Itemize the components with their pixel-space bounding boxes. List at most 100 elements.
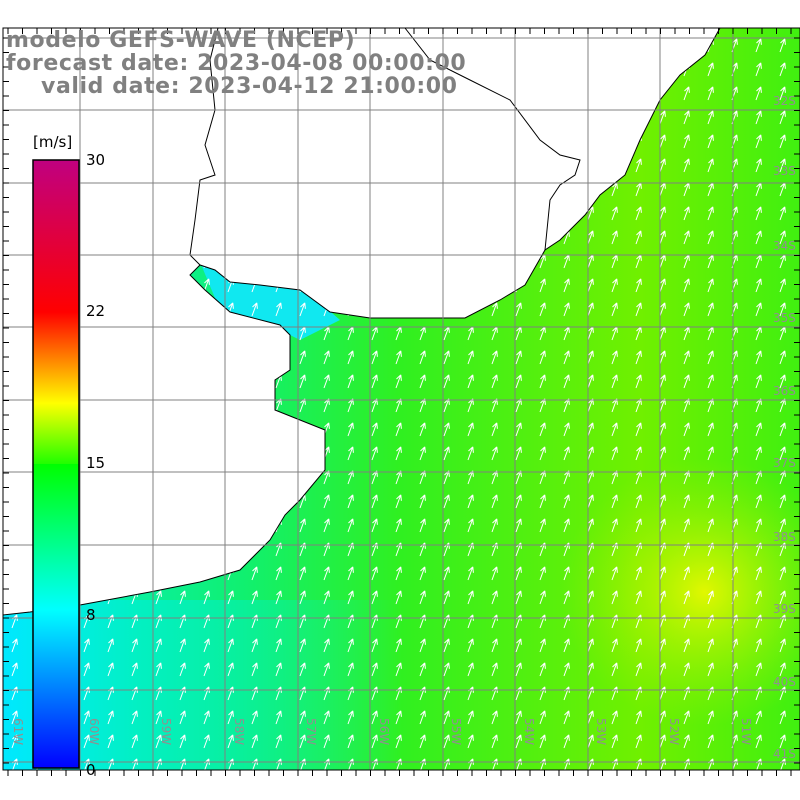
wind-arrow bbox=[563, 254, 570, 269]
wind-arrow bbox=[707, 350, 714, 365]
wind-arrow bbox=[755, 278, 762, 293]
wind-arrow bbox=[395, 590, 402, 605]
wind-arrow bbox=[779, 446, 786, 461]
wind-arrow bbox=[635, 638, 642, 653]
wind-arrow bbox=[395, 518, 402, 533]
wind-arrow bbox=[683, 254, 690, 269]
wind-arrow bbox=[779, 374, 786, 389]
wind-arrow bbox=[515, 638, 522, 653]
wind-arrow bbox=[707, 446, 714, 461]
wind-arrow bbox=[779, 62, 786, 77]
lon-label: 59W bbox=[159, 718, 173, 746]
wind-arrow bbox=[299, 566, 306, 581]
border-line bbox=[189, 27, 219, 266]
wind-arrow bbox=[683, 590, 690, 605]
wind-arrow bbox=[659, 206, 666, 221]
wind-arrow bbox=[611, 254, 618, 269]
wind-arrow bbox=[395, 494, 402, 509]
wind-arrow bbox=[347, 494, 354, 509]
wind-arrow bbox=[275, 638, 282, 653]
wind-arrow bbox=[659, 710, 666, 725]
wind-arrow bbox=[515, 566, 522, 581]
grid-lines bbox=[3, 28, 800, 770]
wind-arrow bbox=[419, 662, 426, 677]
wind-arrow bbox=[683, 446, 690, 461]
wind-arrow bbox=[587, 230, 594, 245]
wind-arrow bbox=[707, 86, 714, 101]
wind-arrow bbox=[443, 638, 450, 653]
wind-arrow bbox=[779, 302, 786, 317]
wind-arrow bbox=[203, 590, 210, 605]
colorbar bbox=[32, 159, 80, 769]
lat-label: 35S bbox=[773, 311, 796, 325]
wind-arrow bbox=[371, 350, 378, 365]
wind-arrow bbox=[419, 326, 426, 341]
wind-arrow bbox=[707, 710, 714, 725]
wind-arrow bbox=[107, 662, 114, 677]
wind-arrow bbox=[467, 710, 474, 725]
wind-arrow bbox=[467, 350, 474, 365]
wind-arrow bbox=[467, 494, 474, 509]
wind-arrow bbox=[395, 326, 402, 341]
wind-arrow bbox=[179, 638, 186, 653]
wind-arrow bbox=[299, 518, 306, 533]
wind-arrow bbox=[371, 590, 378, 605]
wind-arrow bbox=[563, 302, 570, 317]
wind-arrow bbox=[659, 254, 666, 269]
wind-arrow bbox=[419, 590, 426, 605]
wind-arrow bbox=[443, 326, 450, 341]
wind-arrow bbox=[107, 734, 114, 749]
wind-arrow bbox=[491, 302, 498, 317]
wind-arrow bbox=[683, 158, 690, 173]
wind-arrow bbox=[323, 494, 330, 509]
wind-arrow bbox=[563, 566, 570, 581]
wind-arrow bbox=[779, 494, 786, 509]
wind-arrow bbox=[707, 326, 714, 341]
wind-arrow bbox=[587, 254, 594, 269]
wind-arrow bbox=[515, 710, 522, 725]
wind-arrow bbox=[683, 350, 690, 365]
wind-arrow bbox=[755, 710, 762, 725]
wind-arrow bbox=[347, 662, 354, 677]
wind-arrow bbox=[539, 662, 546, 677]
wind-arrow bbox=[611, 734, 618, 749]
wind-arrow bbox=[611, 182, 618, 197]
wind-arrow bbox=[467, 326, 474, 341]
wind-arrow bbox=[131, 710, 138, 725]
wind-arrow bbox=[611, 566, 618, 581]
wind-arrow bbox=[275, 662, 282, 677]
wind-arrow bbox=[635, 230, 642, 245]
wind-arrow bbox=[755, 638, 762, 653]
wind-arrow bbox=[635, 374, 642, 389]
wind-arrow bbox=[587, 422, 594, 437]
wind-arrow bbox=[251, 710, 258, 725]
wind-arrow bbox=[443, 710, 450, 725]
wind-arrow bbox=[683, 230, 690, 245]
wind-arrow bbox=[755, 182, 762, 197]
wind-arrow bbox=[755, 62, 762, 77]
wind-arrow bbox=[587, 278, 594, 293]
wind-arrow bbox=[203, 662, 210, 677]
wind-arrow bbox=[155, 710, 162, 725]
wind-arrow bbox=[443, 446, 450, 461]
wind-arrow bbox=[467, 638, 474, 653]
lon-label: 58W bbox=[232, 718, 246, 746]
wind-arrow bbox=[659, 662, 666, 677]
wind-arrow bbox=[587, 302, 594, 317]
wind-arrow bbox=[491, 494, 498, 509]
lat-label: 38S bbox=[773, 530, 796, 544]
wind-arrow bbox=[323, 326, 330, 341]
wind-arrow bbox=[683, 182, 690, 197]
wind-arrow bbox=[539, 326, 546, 341]
wind-arrow bbox=[515, 590, 522, 605]
wind-arrow bbox=[635, 518, 642, 533]
wind-arrow bbox=[611, 302, 618, 317]
wind-arrow bbox=[539, 638, 546, 653]
colorbar-label-15: 15 bbox=[86, 454, 106, 472]
wind-arrow bbox=[779, 566, 786, 581]
wind-arrow bbox=[539, 734, 546, 749]
wind-arrow bbox=[371, 734, 378, 749]
wind-arrow bbox=[659, 350, 666, 365]
wind-arrow bbox=[707, 494, 714, 509]
wind-arrow bbox=[299, 662, 306, 677]
